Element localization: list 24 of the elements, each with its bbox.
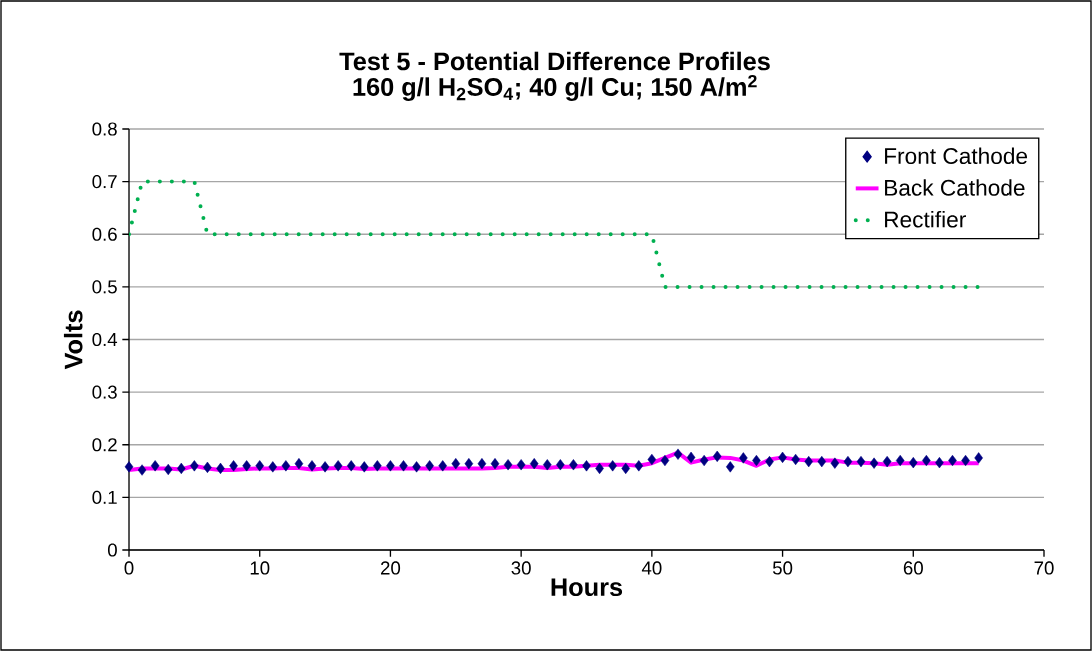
y-tick-label: 0.6	[92, 227, 117, 241]
chart-title: Test 5 - Potential Difference Profiles	[339, 51, 770, 71]
chart-subtitle: 160 g/l H$_{2}$SO$_{4}$; 40 g/l Cu; 150 A/m$^{2}$	[353, 74, 757, 102]
y-tick-label: 0.3	[92, 385, 117, 399]
y-tick-label: 0.1	[92, 490, 117, 504]
x-tick-label: 0	[124, 561, 134, 575]
x-tick-label: 40	[641, 561, 662, 575]
legend-label: Front Cathode	[885, 147, 1028, 165]
y-tick-label: 0.4	[92, 332, 118, 347]
x-axis-title: Hours	[551, 578, 623, 597]
x-tick-label: 50	[772, 561, 793, 575]
y-tick-label: 0.7	[92, 175, 117, 189]
legend-label: Rectifier	[885, 210, 966, 228]
y-tick-label: 0.2	[92, 438, 117, 452]
y-axis-title: Volts	[63, 310, 83, 370]
legend-label: Back Cathode	[885, 179, 1025, 196]
x-tick-label: 60	[903, 561, 923, 575]
y-tick-label: 0.5	[92, 280, 117, 294]
x-tick-label: 30	[511, 561, 531, 575]
y-tick-label: 0	[107, 543, 117, 557]
x-tick-label: 20	[380, 561, 401, 575]
x-tick-label: 10	[250, 561, 270, 575]
x-tick-label: 70	[1034, 561, 1054, 575]
y-tick-label: 0.8	[92, 122, 117, 136]
